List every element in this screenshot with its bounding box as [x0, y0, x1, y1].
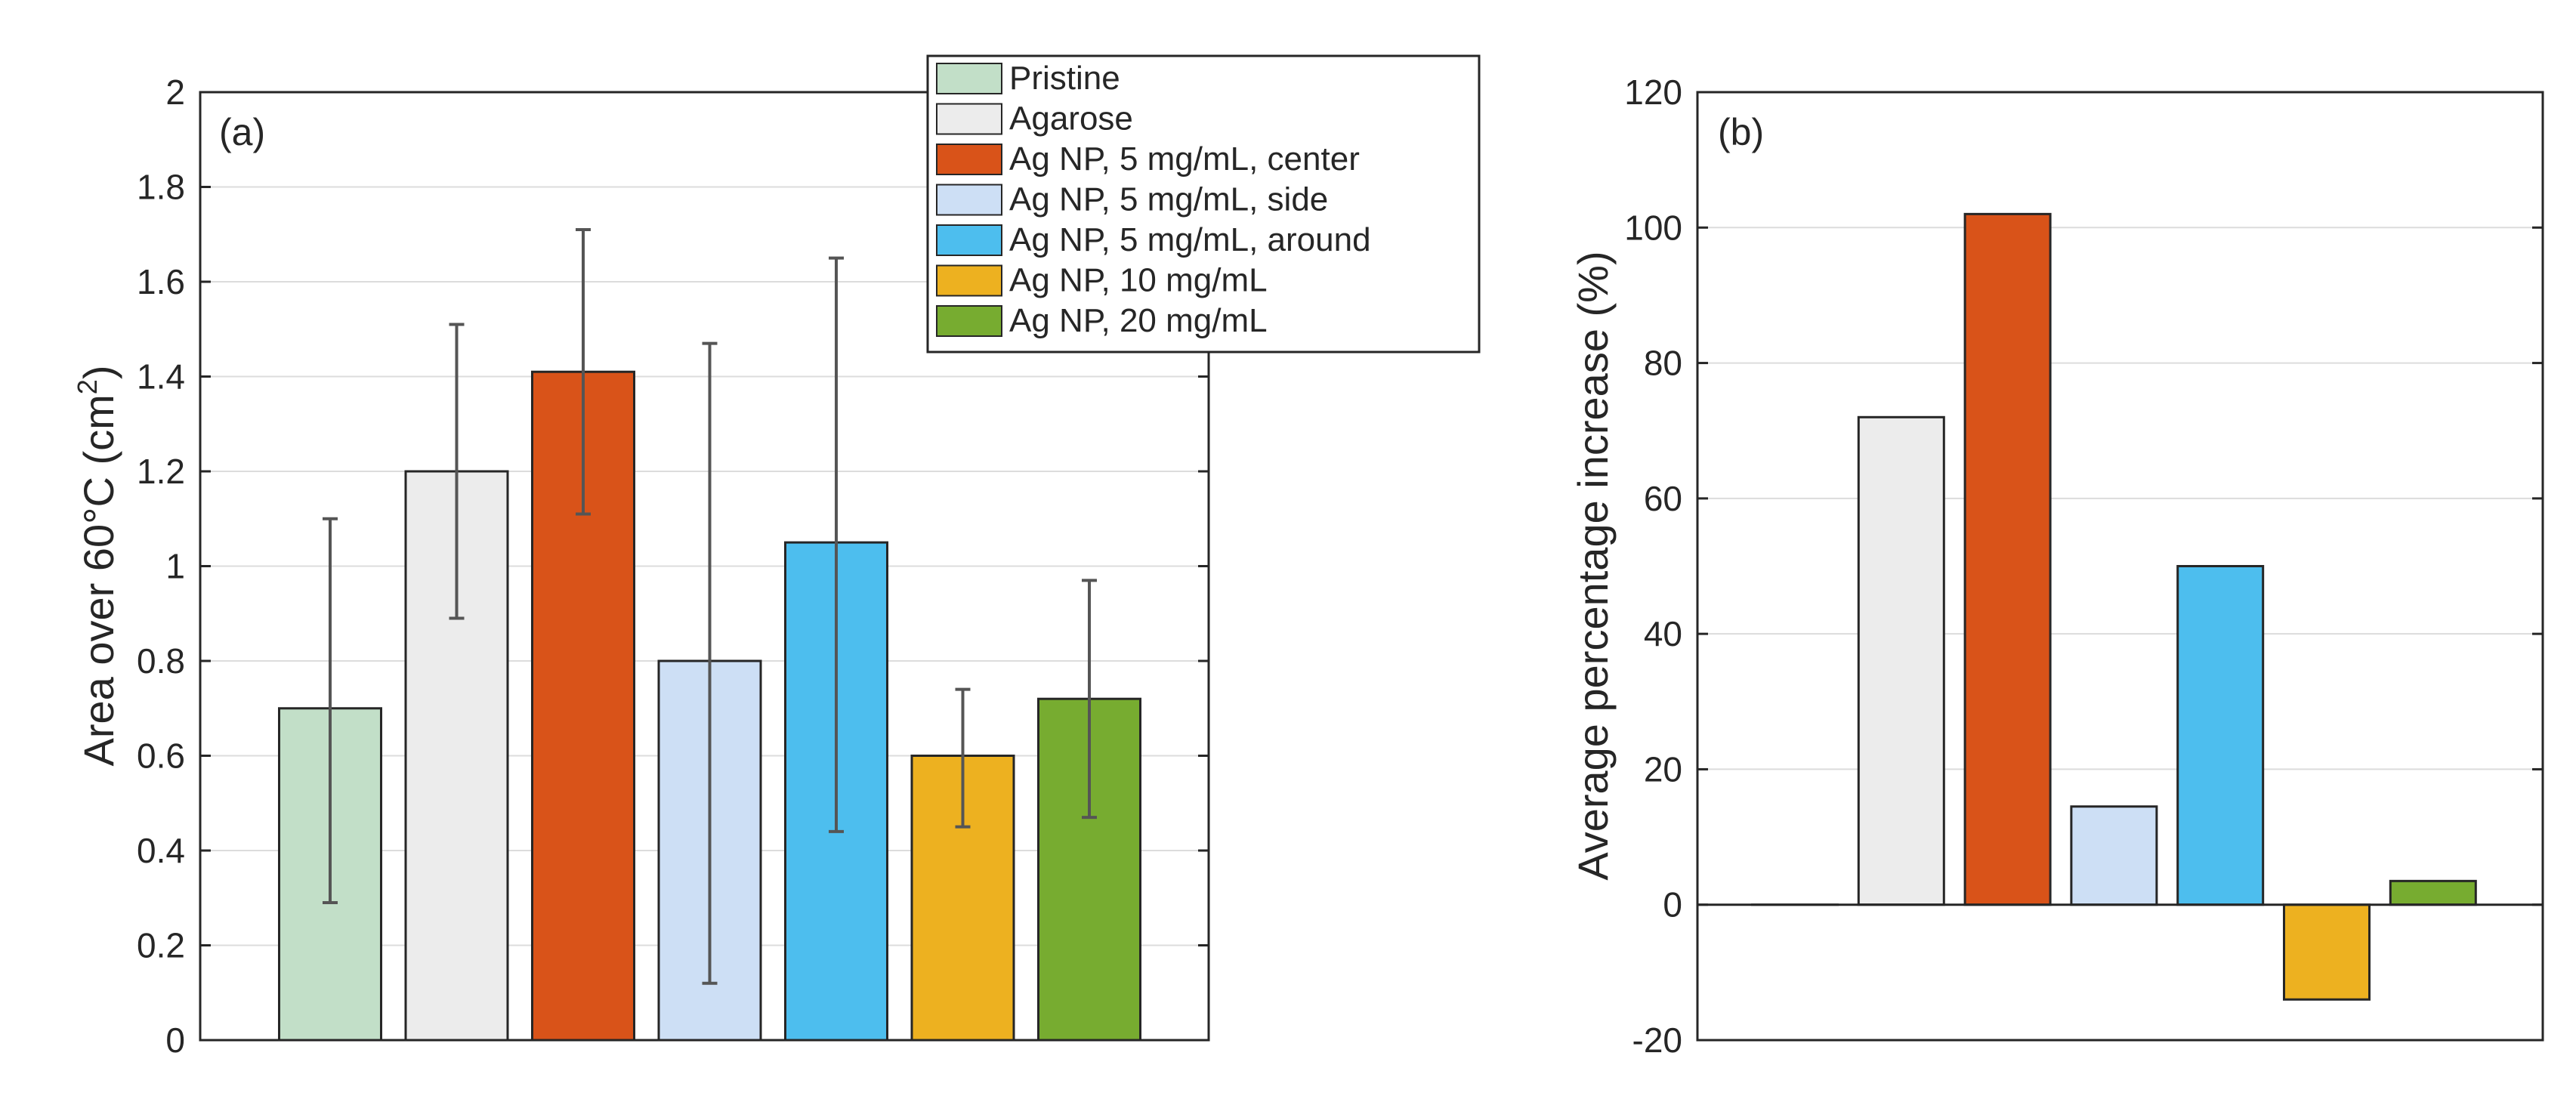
panel-a-y-tick-label: 1.4 — [137, 357, 185, 397]
panel-b-bar-ag-np-5-mg-ml-center — [1963, 212, 2052, 906]
panel-b-y-tick-label: 60 — [1644, 479, 1682, 518]
panel-a-y-tick-label: 0.2 — [137, 926, 185, 965]
legend-label-pristine: Pristine — [1009, 60, 1120, 97]
panel-a-y-tick-label: 0.8 — [137, 641, 185, 681]
panel-a-y-tick-label: 1 — [165, 547, 185, 586]
panel-a-y-axis-label: Area over 60°C (cm2) — [72, 365, 122, 766]
legend-swatch-ag-np-10-mg-ml — [936, 264, 1002, 297]
panel-b-y-tick-label: -20 — [1632, 1020, 1682, 1060]
legend-label-ag-np-20-mg-ml: Ag NP, 20 mg/mL — [1009, 302, 1268, 339]
legend-label-ag-np-5-mg-ml-around: Ag NP, 5 mg/mL, around — [1009, 221, 1371, 258]
panel-a-error-bars — [323, 227, 1097, 985]
legend-label-ag-np-5-mg-ml-center: Ag NP, 5 mg/mL, center — [1009, 140, 1360, 178]
legend-box — [926, 54, 1481, 354]
legend-swatch-pristine — [936, 63, 1002, 94]
panel-b-y-tick-label: 120 — [1624, 73, 1682, 112]
panel-a-y-axis-label-close: ) — [75, 365, 122, 379]
panel-b-bar-ag-np-20-mg-ml — [2389, 879, 2477, 906]
panel-a-y-tick-label: 0 — [165, 1020, 185, 1060]
legend-label-agarose: Agarose — [1009, 100, 1133, 137]
panel-b-gridlines — [1697, 227, 2543, 906]
panel-a-y-tick-label: 2 — [165, 73, 185, 112]
panel-a-y-tick-label: 0.6 — [137, 736, 185, 776]
legend-swatch-ag-np-5-mg-ml-around — [936, 224, 1002, 256]
panel-a-label: (a) — [219, 111, 265, 153]
panel-b-bar-agarose — [1857, 415, 1945, 906]
panel-b-bars — [1751, 212, 2477, 1001]
panel-a-y-axis-label-text: Area over 60°C (cm — [75, 394, 122, 766]
panel-b-bar-ag-np-10-mg-ml — [2283, 903, 2371, 1001]
legend-label-ag-np-10-mg-ml: Ag NP, 10 mg/mL — [1009, 262, 1268, 299]
panel-a-y-tick-label: 1.6 — [137, 262, 185, 301]
panel-a-y-axis-label-superscript: 2 — [72, 379, 103, 394]
panel-a-chart: 0 0.2 0.4 0.6 0.8 1 1.2 1.4 1.6 1.8 2 (a) Area ove… — [72, 73, 1210, 1060]
panel-a-y-tick-label: 0.4 — [137, 831, 185, 870]
panel-b-y-tick-label: 0 — [1663, 885, 1682, 925]
panel-b-bar-ag-np-5-mg-ml-side — [2070, 805, 2158, 906]
panel-b-y-axis-label: Average percentage increase (%) — [1569, 251, 1617, 880]
panel-b-y-tick-label: 20 — [1644, 749, 1682, 789]
panel-b-y-ticks: -20 0 20 40 60 80 100 120 — [1624, 73, 2543, 1060]
panel-b-y-tick-label: 80 — [1644, 344, 1682, 383]
legend-swatch-ag-np-5-mg-ml-center — [936, 144, 1002, 175]
panel-b-label: (b) — [1718, 111, 1764, 153]
panel-b-axes-box — [1696, 91, 2544, 1042]
panel-b-y-tick-label: 40 — [1644, 614, 1682, 653]
legend-swatch-ag-np-20-mg-ml — [936, 305, 1002, 337]
panel-a-y-tick-label: 1.8 — [137, 168, 185, 207]
legend-swatch-ag-np-5-mg-ml-side — [936, 184, 1002, 216]
panel-b-y-tick-label: 100 — [1624, 208, 1682, 247]
panel-b-chart: -20 0 20 40 60 80 100 120 (b) Average percentag… — [1569, 73, 2544, 1060]
legend-swatch-agarose — [936, 103, 1002, 135]
panel-b-bar-ag-np-5-mg-ml-around — [2176, 565, 2265, 906]
panel-a-y-ticks: 0 0.2 0.4 0.6 0.8 1 1.2 1.4 1.6 1.8 2 — [137, 73, 1209, 1060]
panel-a-y-tick-label: 1.2 — [137, 452, 185, 491]
legend-label-ag-np-5-mg-ml-side: Ag NP, 5 mg/mL, side — [1009, 181, 1328, 218]
